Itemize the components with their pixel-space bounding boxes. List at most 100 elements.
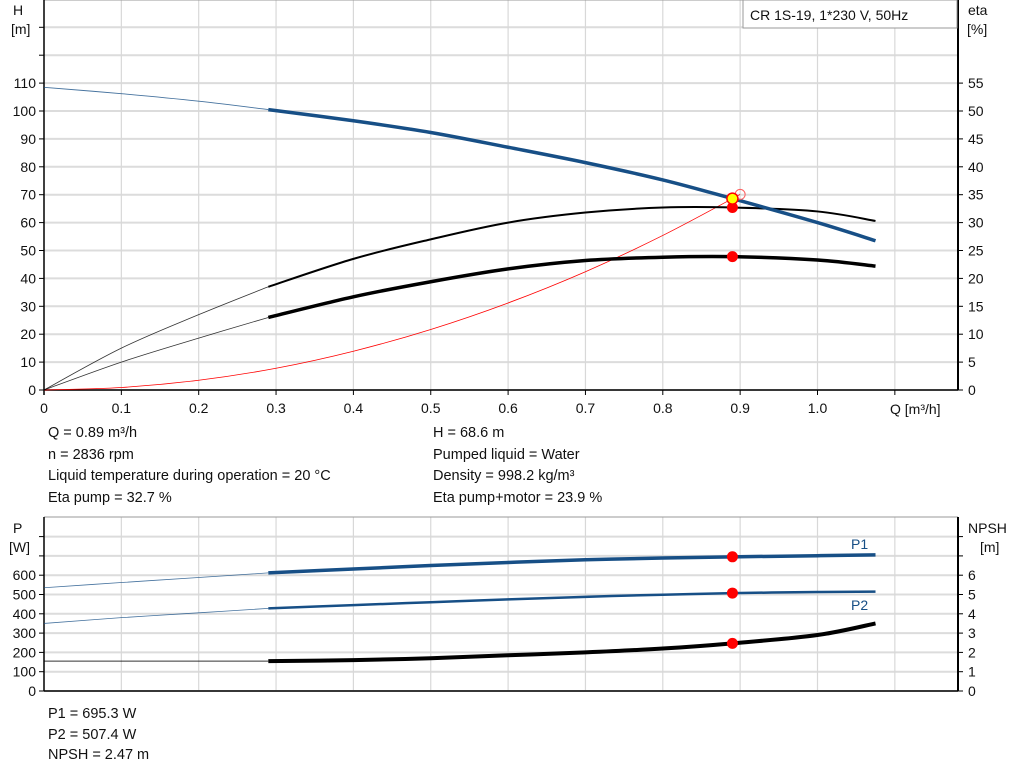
y2-axis-unit: [%] xyxy=(967,21,987,37)
legend-box xyxy=(742,0,958,29)
x-tick-label: 0.5 xyxy=(421,400,441,416)
P1-curve-extrapolated xyxy=(43,572,269,589)
y2-tick-label: 6 xyxy=(968,567,976,583)
info-p2: P2 = 507.4 W xyxy=(48,726,137,743)
P2-curve xyxy=(268,590,876,610)
x-tick-label: 0.9 xyxy=(730,400,750,416)
y2-tick-label: 0 xyxy=(968,683,976,699)
x-tick-label: 0.6 xyxy=(498,400,518,416)
y2-tick-label: 15 xyxy=(968,298,984,314)
y-tick-label: 80 xyxy=(20,159,36,175)
y-tick-label: 0 xyxy=(28,683,36,699)
grid: 0 10 20 30 40 50 60 70 80 90 100 110 0 5 10 15 20 25 30 35 4… xyxy=(13,0,984,416)
info-temperature: Liquid temperature during operation = 20… xyxy=(48,468,331,484)
info-npsh: NPSH = 2.47 m xyxy=(48,747,150,763)
y2-tick-label: 25 xyxy=(968,243,984,259)
x-tick-label: 1.0 xyxy=(808,400,828,416)
eta-pump-curve-extrapolated xyxy=(43,286,269,391)
curves xyxy=(43,551,876,664)
x-tick-label: 0 xyxy=(40,400,48,416)
performance-chart: 0 10 20 30 40 50 60 70 80 90 100 110 0 5 10 15 20 25 30 35 4… xyxy=(11,0,988,417)
chart-title: CR 1S-19, 1*230 V, 50Hz xyxy=(750,7,908,23)
x-tick-label: 0.8 xyxy=(653,400,673,416)
y-tick-label: 40 xyxy=(20,270,36,286)
y2-tick-label: 35 xyxy=(968,187,984,203)
grid: 0 100 200 300 400 500 600 0 1 2 3 4 5 6 xyxy=(13,516,976,699)
power-chart: 0 100 200 300 400 500 600 0 1 2 3 4 5 6 P [W] NPSH [m… xyxy=(9,516,1007,699)
eta-pump-motor-curve-extrapolated xyxy=(43,317,269,391)
npsh-duty-point xyxy=(726,637,738,649)
y-tick-label: 200 xyxy=(13,644,37,660)
P1-curve xyxy=(268,553,876,575)
info-right: H = 68.6 m Pumped liquid = Water Density… xyxy=(433,423,602,509)
y-tick-label: 500 xyxy=(13,587,37,603)
x-tick-label: 0.4 xyxy=(344,400,364,416)
x-tick-label: 0.7 xyxy=(576,400,596,416)
x-tick-label: 0.2 xyxy=(189,400,209,416)
y2-tick-label: 3 xyxy=(968,625,976,641)
y-tick-label: 400 xyxy=(13,606,37,622)
P2-curve-extrapolated xyxy=(43,607,269,624)
info-head: H = 68.6 m xyxy=(433,425,505,441)
info-speed: n = 2836 rpm xyxy=(48,446,134,463)
y2-tick-label: 10 xyxy=(968,326,984,342)
info-eta-pump: Eta pump = 32.7 % xyxy=(48,489,172,506)
info-left: Q = 0.89 m³/h n = 2836 rpm Liquid temper… xyxy=(48,423,331,509)
eta-pump-curve xyxy=(268,205,876,288)
y2-tick-label: 5 xyxy=(968,354,976,370)
y2-tick-label: 2 xyxy=(968,644,976,660)
y-tick-label: 90 xyxy=(20,131,36,147)
y-tick-label: 20 xyxy=(20,326,36,342)
eta-pump-motor-curve xyxy=(267,254,876,320)
y-tick-label: 10 xyxy=(20,354,36,370)
info-eta-pump-motor: Eta pump+motor = 23.9 % xyxy=(433,489,603,506)
y-tick-label: 110 xyxy=(14,75,37,91)
y-tick-label: 0 xyxy=(28,382,36,398)
info-liquid: Pumped liquid = Water xyxy=(433,446,580,463)
info-density: Density = 998.2 kg/m³ xyxy=(433,468,575,484)
y-tick-label: 70 xyxy=(20,187,36,203)
y2-axis-unit: [m] xyxy=(980,539,999,555)
eta-pump-duty-point xyxy=(726,202,738,214)
info-bottom: P1 = 695.3 W P2 = 507.4 W NPSH = 2.47 m xyxy=(48,704,149,766)
y2-tick-label: 5 xyxy=(968,587,976,603)
head-curve xyxy=(268,107,877,243)
y2-tick-label: 4 xyxy=(968,606,976,622)
curves xyxy=(43,86,877,391)
y-tick-label: 60 xyxy=(20,215,36,231)
y2-axis-label: NPSH xyxy=(968,520,1007,536)
head-curve-extrapolated xyxy=(43,86,269,111)
y2-tick-label: 55 xyxy=(968,75,984,91)
y-tick-label: 100 xyxy=(13,103,37,119)
y-axis-unit: [m] xyxy=(11,21,30,37)
NPSH-curve xyxy=(268,621,876,664)
p1-duty-point xyxy=(726,551,738,563)
p2-duty-point xyxy=(726,587,738,599)
system-curve-curve xyxy=(43,194,741,391)
x-tick-label: 0.1 xyxy=(112,400,132,416)
info-p1: P1 = 695.3 W xyxy=(48,706,137,722)
y-axis-label: P xyxy=(13,520,22,536)
y-tick-label: 300 xyxy=(13,625,37,641)
y2-tick-label: 45 xyxy=(968,131,984,147)
y-axis-unit: [W] xyxy=(9,539,30,555)
p2-series-label: P2 xyxy=(851,597,868,613)
x-axis-label: Q [m³/h] xyxy=(890,401,941,417)
y-tick-label: 100 xyxy=(13,664,37,680)
y2-tick-label: 20 xyxy=(968,270,984,286)
y-tick-label: 50 xyxy=(20,243,36,259)
p1-series-label: P1 xyxy=(851,536,868,552)
y-tick-label: 30 xyxy=(20,298,36,314)
info-flow: Q = 0.89 m³/h xyxy=(48,425,138,441)
y2-tick-label: 50 xyxy=(968,103,984,119)
y2-tick-label: 1 xyxy=(968,664,976,680)
head-duty-point xyxy=(726,192,739,205)
y-axis-label: H xyxy=(13,2,23,18)
y2-axis-label: eta xyxy=(968,2,988,18)
y2-tick-label: 0 xyxy=(968,382,976,398)
eta-pump-motor-duty-point xyxy=(726,251,738,263)
x-tick-label: 0.3 xyxy=(266,400,286,416)
y-tick-label: 600 xyxy=(13,567,37,583)
